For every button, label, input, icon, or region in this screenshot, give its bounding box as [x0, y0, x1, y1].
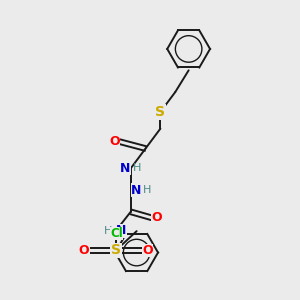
Text: H: H [132, 164, 141, 173]
Text: Cl: Cl [110, 227, 123, 240]
Text: N: N [131, 184, 141, 196]
Text: O: O [79, 244, 89, 257]
Text: S: S [155, 105, 165, 119]
Text: N: N [120, 162, 130, 175]
Text: O: O [142, 244, 153, 257]
Text: H: H [104, 226, 112, 236]
Text: H: H [143, 185, 152, 195]
Text: O: O [109, 135, 120, 148]
Text: O: O [152, 211, 162, 224]
Text: S: S [111, 244, 121, 257]
Text: N: N [116, 224, 126, 237]
